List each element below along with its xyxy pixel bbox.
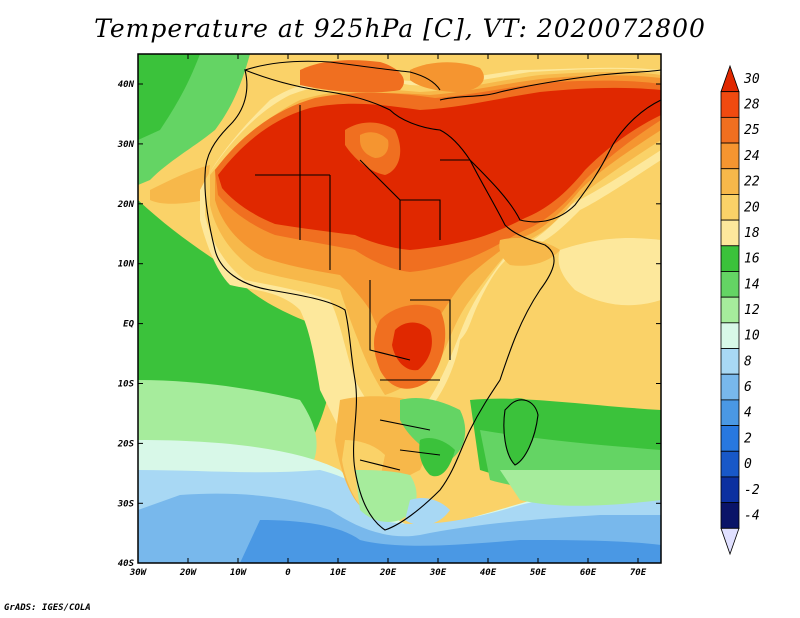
lat-tick-label: 10N — [118, 260, 135, 270]
lat-tick-label: 30S — [117, 499, 135, 509]
colorbar-swatch — [720, 502, 740, 529]
lat-tick-label: 40N — [118, 80, 135, 90]
colorbar-swatch — [720, 322, 740, 349]
colorbar-swatch — [720, 91, 740, 118]
colorbar-swatch — [720, 245, 740, 272]
lat-tick-label: 40S — [118, 559, 135, 569]
lat-tick-label: 20S — [117, 439, 135, 449]
temperature-field — [138, 54, 661, 563]
latitude-axis: 40N 30N 20N 10N EQ 10S 20S 30S 40S — [117, 80, 661, 569]
lon-tick-label: 70E — [630, 568, 647, 578]
colorbar-swatch — [720, 399, 740, 426]
lon-tick-label: 40E — [480, 568, 497, 578]
colorbar-swatch — [720, 373, 740, 401]
grads-credit: GrADS: IGES/COLA — [4, 603, 91, 613]
lon-tick-label: 30E — [429, 568, 447, 578]
colorbar-label: 4 — [744, 406, 752, 421]
colorbar-label: 30 — [743, 72, 760, 87]
colorbar-swatch — [720, 296, 740, 324]
lon-tick-label: 10W — [230, 568, 248, 578]
colorbar-swatch — [720, 271, 740, 298]
colorbar-label: 24 — [744, 149, 760, 164]
colorbar-swatch — [720, 142, 740, 170]
colorbar-swatch — [720, 348, 740, 375]
lat-tick-label: 20N — [117, 200, 135, 210]
colorbar-label: -2 — [744, 483, 760, 498]
colorbar-label: 6 — [744, 380, 752, 395]
colorbar-top-arrow — [720, 64, 740, 93]
lat-tick-label: 10S — [118, 380, 135, 390]
colorbar-label: 16 — [744, 252, 760, 267]
colorbar-swatch — [720, 450, 740, 478]
map-title: Temperature at 925hPa [C], VT: 202007280… — [94, 14, 706, 43]
colorbar-label: 14 — [744, 277, 760, 292]
colorbar-label: 18 — [744, 226, 760, 241]
longitude-axis: 30W 20W 10W 0 10E 20E 30E 40E 50E 60E 70E — [129, 54, 647, 578]
colorbar-swatch — [720, 476, 740, 504]
colorbar-label: 28 — [744, 98, 760, 113]
colorbar-label: 25 — [744, 123, 760, 138]
colorbar-bottom-arrow — [720, 527, 740, 556]
colorbar-label: 22 — [744, 175, 760, 190]
lon-tick-label: 20E — [379, 568, 397, 578]
colorbar-swatch — [720, 425, 740, 452]
lon-tick-label: 0 — [285, 568, 291, 578]
colorbar-label: 0 — [744, 457, 752, 472]
lat-tick-label: 30N — [117, 140, 135, 150]
lon-tick-label: 60E — [580, 568, 597, 578]
colorbar-label: 2 — [744, 431, 752, 446]
colorbar-swatch — [720, 116, 740, 144]
colorbar-label: -4 — [744, 508, 760, 523]
lon-tick-label: 30W — [129, 568, 148, 578]
lon-tick-label: 20W — [179, 568, 198, 578]
lat-tick-label: EQ — [123, 320, 134, 330]
colorbar-swatch — [720, 219, 740, 247]
colorbar-label: 8 — [744, 354, 752, 369]
colorbar-label: 12 — [744, 303, 760, 318]
colorbar-label: 20 — [744, 200, 760, 215]
lon-tick-label: 50E — [530, 568, 547, 578]
lon-tick-label: 10E — [330, 568, 347, 578]
colorbar-swatch — [720, 194, 740, 221]
colorbar-label: 10 — [744, 329, 760, 344]
plot-frame — [137, 53, 662, 564]
colorbar-swatch — [720, 168, 740, 195]
coastlines — [204, 60, 661, 531]
